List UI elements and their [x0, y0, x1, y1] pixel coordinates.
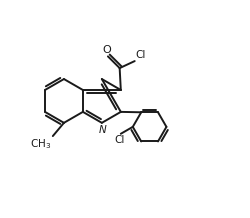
Text: N: N: [98, 125, 106, 135]
Text: Cl: Cl: [136, 50, 146, 60]
Text: O: O: [102, 44, 111, 54]
Text: CH$_3$: CH$_3$: [30, 137, 52, 151]
Text: Cl: Cl: [115, 135, 125, 145]
